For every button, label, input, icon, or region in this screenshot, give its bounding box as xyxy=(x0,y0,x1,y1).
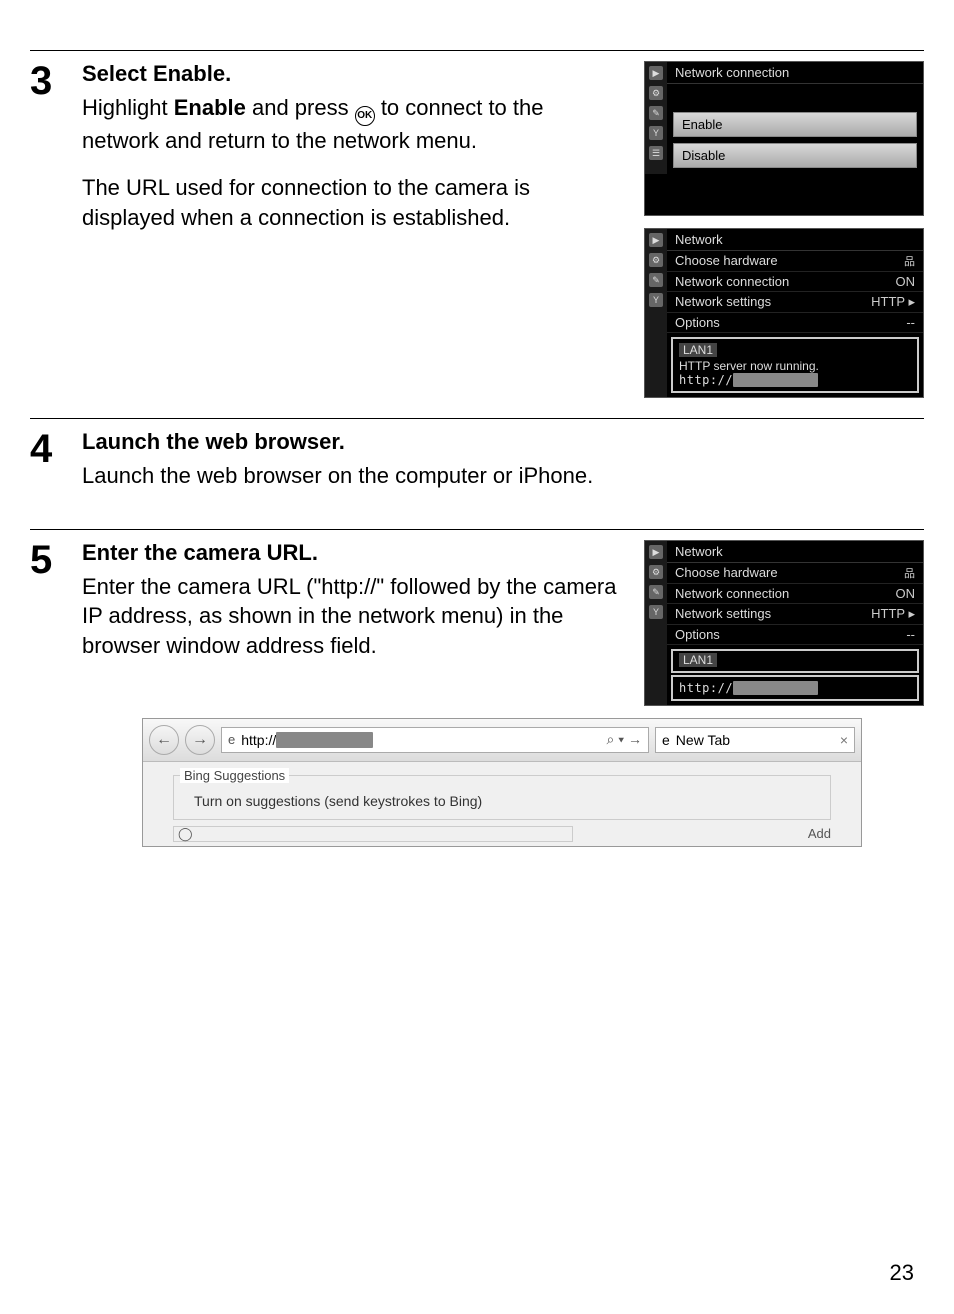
add-link[interactable]: Add xyxy=(808,826,831,842)
play-icon: ▶ xyxy=(649,233,663,247)
menu-icon: ☰ xyxy=(649,146,663,160)
menu-row[interactable]: Options-- xyxy=(667,625,923,645)
tab-label: New Tab xyxy=(676,732,730,748)
step-number: 4 xyxy=(30,429,64,509)
wrench-icon: Y xyxy=(649,605,663,619)
footer-field[interactable]: ◯ xyxy=(173,826,573,842)
step-4: 4 Launch the web browser. Launch the web… xyxy=(30,418,924,509)
ie-icon: e xyxy=(662,732,670,748)
url-box: http://███████████ xyxy=(671,675,919,701)
status-box: LAN1 HTTP server now running. http://███… xyxy=(671,337,919,393)
step-para-1: Highlight Enable and press OK to connect… xyxy=(82,93,624,155)
wrench-icon: Y xyxy=(649,126,663,140)
gear-icon: ⚙ xyxy=(649,565,663,579)
bing-suggestions-text[interactable]: Turn on suggestions (send keystrokes to … xyxy=(174,783,830,815)
lcd-title: Network xyxy=(667,229,923,251)
lcd-title: Network connection xyxy=(667,62,923,84)
pencil-icon: ✎ xyxy=(649,106,663,120)
camera-lcd-network-2: ▶ ⚙ ✎ Y Network Choose hardware品 Network… xyxy=(644,540,924,706)
lan-badge: LAN1 xyxy=(679,653,717,667)
step-para-2: The URL used for connection to the camer… xyxy=(82,173,624,232)
camera-lcd-enable: ▶ ⚙ ✎ Y ☰ Network connection Enable Disa… xyxy=(644,61,924,216)
option-disable[interactable]: Disable xyxy=(673,143,917,168)
wrench-icon: Y xyxy=(649,293,663,307)
step-para: Enter the camera URL ("http://" followed… xyxy=(82,572,624,661)
ie-icon: e xyxy=(228,732,235,747)
gear-icon: ⚙ xyxy=(649,253,663,267)
step-title: Enter the camera URL. xyxy=(82,540,624,566)
browser-window: ← → e http://███ ███ ███ ⌕ ▾ → e New Tab… xyxy=(142,718,862,847)
search-go-icons[interactable]: ⌕ ▾ → xyxy=(607,731,643,748)
step-5: 5 Enter the camera URL. Enter the camera… xyxy=(30,529,924,847)
lcd-side-icons: ▶ ⚙ ✎ Y xyxy=(645,541,667,705)
address-bar[interactable]: e http://███ ███ ███ ⌕ ▾ → xyxy=(221,727,649,753)
close-icon[interactable]: × xyxy=(840,732,848,748)
url-display: http://███████████ xyxy=(679,681,818,695)
bing-suggestions-title: Bing Suggestions xyxy=(180,768,289,783)
lcd-side-icons: ▶ ⚙ ✎ Y xyxy=(645,229,667,397)
forward-button[interactable]: → xyxy=(185,725,215,755)
menu-row[interactable]: Choose hardware品 xyxy=(667,251,923,272)
bing-suggestions-box: Bing Suggestions Turn on suggestions (se… xyxy=(173,768,831,820)
browser-tab[interactable]: e New Tab × xyxy=(655,727,855,753)
server-status: HTTP server now running. xyxy=(679,359,819,373)
option-enable[interactable]: Enable xyxy=(673,112,917,137)
step-number: 3 xyxy=(30,61,64,398)
step-para: Launch the web browser on the computer o… xyxy=(82,461,924,491)
camera-lcd-network-1: ▶ ⚙ ✎ Y Network Choose hardware品 Network… xyxy=(644,228,924,398)
step-3: 3 Select Enable. Highlight Enable and pr… xyxy=(30,50,924,398)
pencil-icon: ✎ xyxy=(649,273,663,287)
ok-icon: OK xyxy=(355,106,375,126)
status-box: LAN1 xyxy=(671,649,919,673)
step-title: Select Enable. xyxy=(82,61,624,87)
network-icon: 品 xyxy=(904,253,915,269)
step-title: Launch the web browser. xyxy=(82,429,924,455)
url-display: http://███████████ xyxy=(679,373,818,387)
lcd-side-icons: ▶ ⚙ ✎ Y ☰ xyxy=(645,62,667,174)
play-icon: ▶ xyxy=(649,66,663,80)
menu-row[interactable]: Network settingsHTTP ▸ xyxy=(667,292,923,313)
play-icon: ▶ xyxy=(649,545,663,559)
pencil-icon: ✎ xyxy=(649,585,663,599)
menu-row[interactable]: Options-- xyxy=(667,313,923,333)
gear-icon: ⚙ xyxy=(649,86,663,100)
page-number: 23 xyxy=(890,1260,914,1286)
back-button[interactable]: ← xyxy=(149,725,179,755)
step-number: 5 xyxy=(30,540,64,847)
menu-row[interactable]: Network connectionON xyxy=(667,272,923,292)
menu-row[interactable]: Choose hardware品 xyxy=(667,563,923,584)
lcd-title: Network xyxy=(667,541,923,563)
lan-badge: LAN1 xyxy=(679,343,717,357)
menu-row[interactable]: Network connectionON xyxy=(667,584,923,604)
loop-icon: ◯ xyxy=(178,826,193,842)
url-text: http://███ ███ ███ xyxy=(241,732,373,748)
menu-row[interactable]: Network settingsHTTP ▸ xyxy=(667,604,923,625)
network-icon: 品 xyxy=(904,565,915,581)
